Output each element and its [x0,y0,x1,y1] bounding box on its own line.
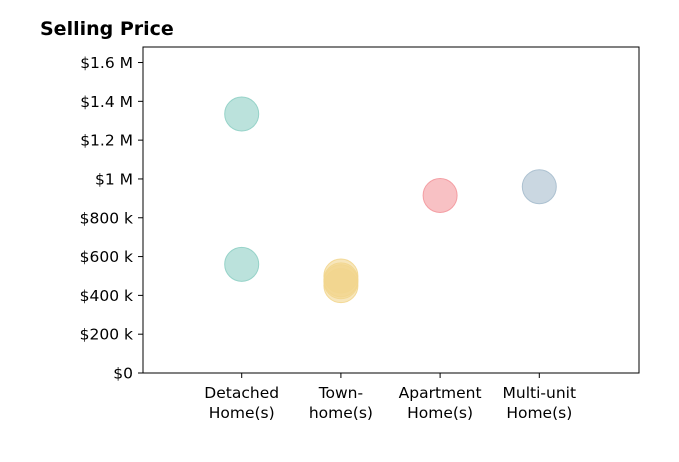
x-tick-label: home(s) [309,404,373,422]
x-tick-label: Home(s) [209,404,275,422]
x-axis: Detached Home(s) Town-home(s) Apartment Home… [204,373,576,422]
data-points [224,96,557,304]
y-tick-label: $400 k [80,287,133,305]
y-tick-label: $1.6 M [80,54,133,72]
y-tick-label: $0 [113,365,133,383]
y-tick-label: $200 k [80,326,133,344]
y-tick-label: $600 k [80,248,133,266]
x-tick-label: Apartment [399,384,482,402]
y-axis: $0 $200 k $400 k $600 k $800 k $1 M $1.2 M $1.4… [80,54,143,383]
x-tick-label: Detached [204,384,279,402]
y-tick-label: $1 M [95,170,133,188]
plot-area-frame [142,46,640,374]
data-point [224,96,260,132]
data-point [323,268,359,304]
y-tick-label: $1.2 M [80,132,133,150]
data-point [422,177,458,213]
data-point [521,169,557,205]
x-tick-label: Multi-unit [503,384,577,402]
chart-title: Selling Price [40,18,174,40]
y-tick-label: $1.4 M [80,93,133,111]
y-tick-label: $800 k [80,209,133,227]
x-tick-label: Town- [318,384,363,402]
x-tick-label: Home(s) [407,404,473,422]
x-tick-label: Home(s) [506,404,572,422]
data-point [224,246,260,282]
